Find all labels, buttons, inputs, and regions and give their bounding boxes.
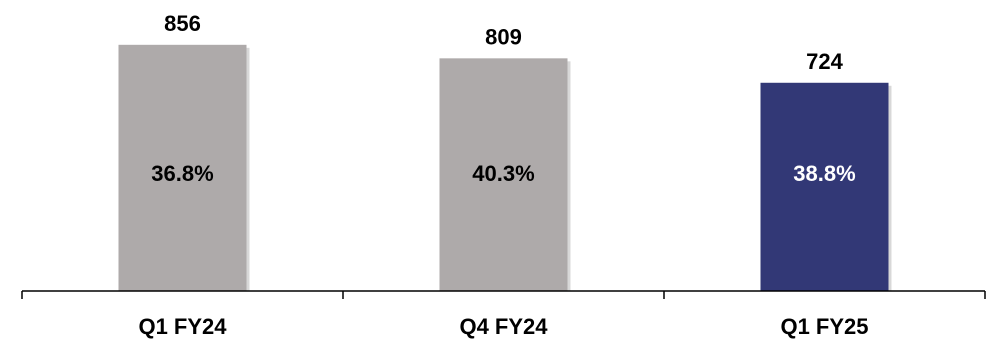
percent-label: 38.8%: [793, 161, 855, 186]
bars-group: [118, 44, 892, 292]
percent-label: 36.8%: [151, 161, 213, 186]
x-axis: [21, 290, 986, 299]
bar-q4-fy24: [439, 58, 568, 291]
bar-q1-fy24: [118, 44, 247, 292]
bar-q1-fy25: [760, 82, 889, 291]
category-label: Q4 FY24: [459, 314, 548, 339]
value-label: 809: [485, 24, 522, 49]
value-label: 856: [164, 11, 201, 36]
percent-label: 40.3%: [472, 161, 534, 186]
value-label: 724: [806, 49, 843, 74]
category-label: Q1 FY24: [138, 314, 227, 339]
category-label: Q1 FY25: [780, 314, 868, 339]
labels-group: 856 36.8% Q1 FY24 809 40.3% Q4 FY24 724 38.8% Q1…: [138, 11, 868, 339]
